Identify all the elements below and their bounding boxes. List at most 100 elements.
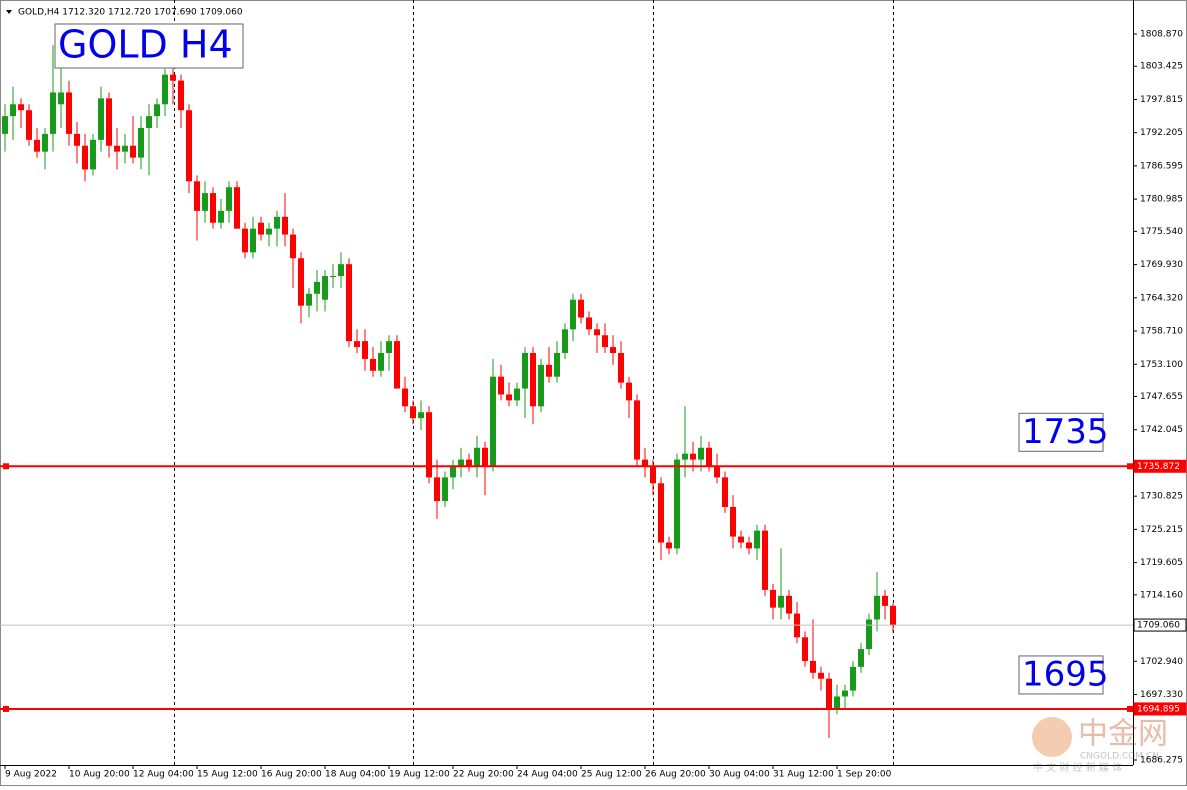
x-tick-label: 24 Aug 04:00	[517, 770, 578, 780]
candle-body	[442, 477, 448, 502]
watermark-logo: 中金网	[1078, 717, 1168, 752]
candle-body	[610, 347, 616, 354]
candle-body	[802, 637, 808, 661]
candle-body	[90, 139, 96, 170]
candle-body	[34, 139, 40, 152]
candle-body	[490, 376, 496, 466]
y-tick-label: 1714.160	[1140, 590, 1183, 600]
x-tick-label: 9 Aug 2022	[5, 770, 57, 780]
candle-body	[554, 353, 560, 377]
candle-body	[602, 335, 608, 348]
candle-body	[778, 595, 784, 608]
y-tick-label: 1780.985	[1140, 195, 1183, 205]
watermark-site: CNGOLD.COM.CN	[1080, 752, 1159, 762]
candle-body	[282, 216, 288, 235]
y-tick-label: 1753.100	[1140, 360, 1183, 370]
y-tick-label: 1775.540	[1140, 227, 1183, 237]
candle-body	[730, 506, 736, 537]
candle-body	[42, 133, 48, 152]
candle-body	[242, 228, 248, 253]
candle-body	[642, 459, 648, 466]
candle-body	[890, 605, 896, 626]
candle-body	[882, 595, 888, 606]
candle-body	[426, 412, 432, 478]
candle-body	[450, 465, 456, 478]
candle-body	[786, 595, 792, 614]
menu-arrow[interactable]	[6, 10, 12, 14]
candle-body	[226, 187, 232, 211]
level-note: 1695	[1022, 654, 1109, 694]
candle-body	[754, 530, 760, 549]
level-handle	[3, 463, 9, 470]
candle-body	[682, 453, 688, 460]
candle-body	[570, 299, 576, 330]
candle-body	[258, 222, 264, 235]
marks	[2, 45, 896, 738]
candle-body	[530, 353, 536, 407]
candle-body	[130, 145, 136, 158]
candle-body	[210, 193, 216, 223]
candle-body	[466, 459, 472, 466]
candle-body	[770, 589, 776, 608]
candle-body	[322, 276, 328, 300]
candle-body	[626, 382, 632, 401]
candle-body	[50, 92, 56, 134]
y-tick-label: 1786.595	[1140, 161, 1183, 171]
candle-body	[346, 264, 352, 342]
candle-body	[810, 660, 816, 673]
candle-body	[266, 228, 272, 235]
candle-body	[122, 145, 128, 152]
y-tick-label: 1747.655	[1140, 392, 1183, 402]
candle-body	[82, 145, 88, 170]
candle-body	[458, 459, 464, 466]
candle-body	[874, 595, 880, 620]
candle-body	[66, 92, 72, 134]
level-note: 1735	[1022, 412, 1109, 452]
candle-body	[634, 400, 640, 460]
y-tick-label: 1758.710	[1140, 327, 1183, 337]
x-tick-label: 16 Aug 20:00	[261, 770, 322, 780]
header: GOLD,H4 1712.320 1712.720 1707.690 1709.…	[18, 8, 243, 18]
candle-body	[18, 104, 24, 111]
candle-body	[658, 483, 664, 543]
note-box	[1018, 412, 1104, 452]
candle-body	[538, 364, 544, 407]
y-tick-label: 1719.605	[1140, 558, 1183, 568]
candle-body	[826, 678, 832, 709]
candle-body	[362, 341, 368, 359]
price-label-bg	[1133, 618, 1187, 632]
price-label-bg	[1133, 702, 1187, 716]
candle-body	[434, 477, 440, 502]
candle-body	[482, 447, 488, 466]
candle-body	[338, 264, 344, 277]
candle-body	[58, 92, 64, 105]
candle-body	[2, 116, 8, 134]
note-box	[1018, 655, 1104, 695]
candle-body	[498, 376, 504, 395]
x-tick-label: 18 Aug 04:00	[325, 770, 386, 780]
candle-body	[26, 110, 32, 140]
candle-body	[218, 210, 224, 223]
candle-body	[162, 74, 168, 105]
chart-title: GOLD H4	[58, 23, 233, 67]
candle-body	[738, 536, 744, 543]
candle-body	[818, 672, 824, 679]
candle-body	[850, 666, 856, 691]
x-tick-label: 25 Aug 12:00	[581, 770, 642, 780]
x-tick-label: 12 Aug 04:00	[133, 770, 194, 780]
candle-body	[274, 216, 280, 229]
candle-body	[562, 329, 568, 354]
candle-body	[394, 341, 400, 389]
candle-body	[762, 530, 768, 590]
candle-body	[306, 293, 312, 306]
candle-body	[650, 465, 656, 484]
candle-body	[418, 412, 424, 419]
candle-body	[386, 341, 392, 354]
candle-body	[202, 193, 208, 211]
candle-body	[866, 619, 872, 650]
y-tick-label: 1803.425	[1140, 62, 1183, 72]
candle-body	[10, 104, 16, 117]
candle-body	[146, 116, 152, 128]
